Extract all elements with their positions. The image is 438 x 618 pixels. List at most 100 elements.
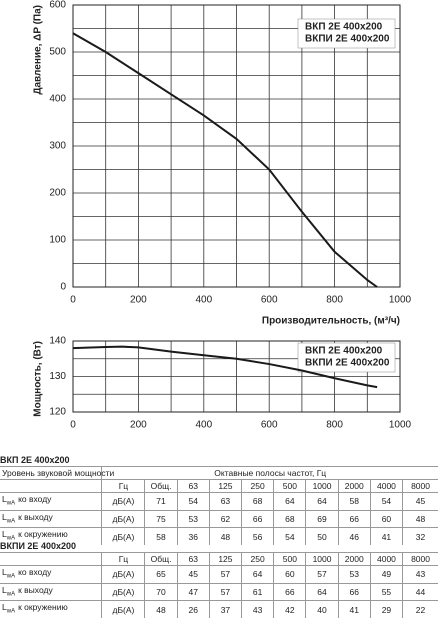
header-cell: 4000 (370, 553, 402, 566)
header-cell: 125 (209, 553, 241, 566)
table-title: ВКПИ 2Е 400x200 (0, 541, 438, 552)
cell: 48 (145, 601, 177, 618)
cell: 60 (370, 510, 402, 528)
label-rest: к выходу (18, 512, 53, 522)
y-tick-label: 140 (49, 336, 66, 347)
label-sub: wA (7, 574, 15, 580)
label-rest: ко входу (18, 494, 51, 504)
header-cell: 500 (274, 553, 306, 566)
header-cell: Общ. (145, 480, 177, 493)
caption: Уровень звуковой мощности (0, 467, 102, 480)
cell: 65 (145, 566, 177, 584)
label-sub: wA (7, 518, 15, 524)
y-axis-label: Давление, ΔP (Па) (33, 5, 44, 95)
cell: 60 (274, 566, 306, 584)
x-tick-label: 0 (70, 420, 76, 431)
cell: 70 (145, 583, 177, 601)
label-rest: к окружению (18, 529, 68, 539)
cell: 37 (209, 601, 241, 618)
x-tick-label: 1000 (389, 295, 412, 306)
y-tick-label: 400 (49, 94, 66, 105)
annotation: ВКП 2Е 400x200 (305, 346, 383, 357)
cell: 40 (306, 601, 338, 618)
x-tick-label: 200 (130, 420, 147, 431)
cell: 42 (274, 601, 306, 618)
y-tick-label: 300 (49, 141, 66, 152)
cell: 53 (338, 566, 370, 584)
y-tick-label: 0 (60, 282, 66, 293)
x-tick-label: 400 (195, 295, 212, 306)
unit: дБ(А) (102, 566, 145, 584)
x-tick-label: 800 (326, 420, 343, 431)
y-axis-label: Мощность, (Вт) (33, 341, 44, 417)
header-cell: 250 (242, 480, 274, 493)
label-rest: к окружению (18, 602, 68, 612)
label-rest: к выходу (18, 585, 53, 595)
x-tick-label: 0 (70, 295, 76, 306)
header-blank (0, 553, 102, 566)
label-sub: wA (7, 591, 15, 597)
header-cell: Гц (102, 480, 145, 493)
cell: 44 (403, 583, 438, 601)
header-cell: 2000 (338, 480, 370, 493)
cell: 64 (274, 493, 306, 511)
y-tick-label: 600 (49, 0, 66, 11)
y-tick-label: 500 (49, 47, 66, 58)
cell: 61 (242, 583, 274, 601)
cell: 58 (338, 493, 370, 511)
cell: 57 (306, 566, 338, 584)
header-cell: 1000 (306, 480, 338, 493)
header-cell: 250 (242, 553, 274, 566)
y-tick-label: 200 (49, 188, 66, 199)
cell: 64 (306, 493, 338, 511)
header-blank (0, 480, 102, 493)
unit: дБ(А) (102, 601, 145, 618)
cell: 66 (338, 510, 370, 528)
header-cell: 4000 (370, 480, 402, 493)
cell: 26 (177, 601, 209, 618)
cell: 54 (370, 493, 402, 511)
y-tick-label: 120 (49, 407, 66, 418)
cell: 66 (274, 583, 306, 601)
x-tick-label: 600 (261, 420, 278, 431)
cell: 43 (403, 566, 438, 584)
cell: 64 (306, 583, 338, 601)
cell: 49 (370, 566, 402, 584)
cell: 66 (242, 510, 274, 528)
table-title: ВКП 2Е 400x200 (0, 455, 438, 466)
unit: дБ(А) (102, 583, 145, 601)
unit: дБ(А) (102, 510, 145, 528)
header-cell: Гц (102, 553, 145, 566)
cell: 75 (145, 510, 177, 528)
y-tick-label: 130 (49, 371, 66, 382)
header-cell: 125 (209, 480, 241, 493)
annotation: ВКП 2Е 400x200 (305, 22, 383, 33)
cell: 62 (209, 510, 241, 528)
x-tick-label: 200 (130, 295, 147, 306)
cell: 64 (242, 566, 274, 584)
cell: 55 (370, 583, 402, 601)
label-rest: ко входу (18, 567, 51, 577)
header-cell: Общ. (145, 553, 177, 566)
cell: 57 (209, 583, 241, 601)
line-series (73, 33, 377, 287)
cell: 68 (242, 493, 274, 511)
cell: 47 (177, 583, 209, 601)
label-sub: wA (7, 501, 15, 507)
annotation: ВКПИ 2Е 400x200 (305, 358, 390, 369)
